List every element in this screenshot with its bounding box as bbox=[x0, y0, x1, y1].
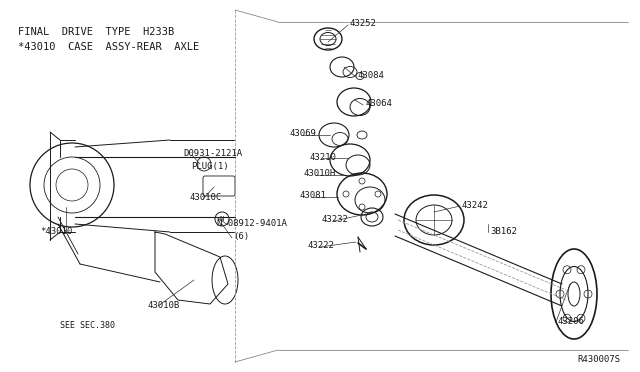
Text: 43084: 43084 bbox=[358, 71, 385, 80]
Text: N: N bbox=[220, 216, 224, 222]
Text: SEE SEC.380: SEE SEC.380 bbox=[60, 321, 115, 330]
Text: *43010  CASE  ASSY-REAR  AXLE: *43010 CASE ASSY-REAR AXLE bbox=[18, 42, 199, 52]
Text: 43242: 43242 bbox=[462, 201, 489, 209]
Text: 43064: 43064 bbox=[365, 99, 392, 109]
Text: 43010H: 43010H bbox=[304, 170, 336, 179]
Text: N 08912-9401A: N 08912-9401A bbox=[217, 219, 287, 228]
Text: (6): (6) bbox=[233, 232, 249, 241]
Text: 43010C: 43010C bbox=[190, 193, 222, 202]
Text: 3B162: 3B162 bbox=[490, 228, 517, 237]
Text: 43069: 43069 bbox=[290, 129, 317, 138]
Text: 43206: 43206 bbox=[558, 317, 585, 327]
Text: 43252: 43252 bbox=[350, 19, 377, 29]
Text: 43222: 43222 bbox=[308, 241, 335, 250]
Text: 43081: 43081 bbox=[300, 192, 327, 201]
Text: R430007S: R430007S bbox=[577, 355, 620, 364]
Text: 43210: 43210 bbox=[310, 153, 337, 161]
Text: 43010B: 43010B bbox=[148, 301, 180, 311]
Text: FINAL  DRIVE  TYPE  H233B: FINAL DRIVE TYPE H233B bbox=[18, 27, 174, 37]
Text: PLUG(1): PLUG(1) bbox=[191, 163, 228, 171]
Text: 43232: 43232 bbox=[322, 215, 349, 224]
Text: D0931-2121A: D0931-2121A bbox=[183, 150, 242, 158]
Text: *43010: *43010 bbox=[40, 228, 72, 237]
